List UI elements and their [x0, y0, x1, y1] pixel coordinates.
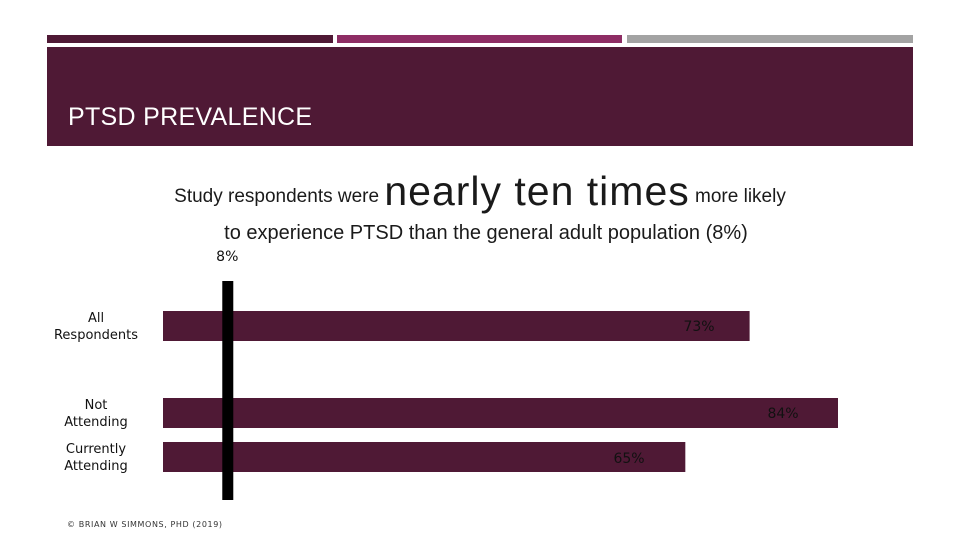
- accent-bar-plum: [47, 35, 333, 43]
- value-label-1: 84%: [767, 406, 798, 422]
- category-label-1: Not Attending: [64, 398, 127, 430]
- bar-0: [163, 311, 750, 341]
- category-label-0: All Respondents: [54, 311, 138, 343]
- value-label-2: 65%: [613, 451, 644, 467]
- headline-line-2: to experience PTSD than the general adul…: [0, 222, 960, 245]
- footer-credit: © BRIAN W SIMMONS, PHD (2019): [67, 520, 223, 529]
- headline-suffix: more likely: [695, 186, 786, 207]
- category-label-2-line-0: Currently: [66, 442, 126, 457]
- category-label-2-line-1: Attending: [64, 459, 127, 474]
- category-label-2: Currently Attending: [64, 442, 127, 474]
- title-banner: PTSD PREVALENCE: [47, 47, 913, 146]
- accent-bar-magenta: [337, 35, 622, 43]
- category-label-1-line-0: Not: [85, 398, 108, 413]
- headline-line-2-text: to experience PTSD than the general adul…: [224, 222, 748, 244]
- reference-line: [222, 281, 234, 500]
- accent-bar-gray: [627, 35, 913, 43]
- slide-title: PTSD PREVALENCE: [68, 103, 313, 131]
- headline-prefix: Study respondents were: [174, 186, 380, 207]
- category-label-0-line-1: Respondents: [54, 328, 138, 343]
- headline-emphasis: nearly ten times: [384, 168, 690, 214]
- bar-2: [163, 442, 686, 472]
- bar-1: [163, 398, 838, 428]
- category-label-1-line-1: Attending: [64, 415, 127, 430]
- category-label-0-line-0: All: [88, 311, 104, 326]
- headline-line-1: Study respondents were nearly ten times …: [0, 168, 960, 215]
- reference-line-label: 8%: [216, 249, 238, 265]
- value-label-0: 73%: [683, 319, 714, 335]
